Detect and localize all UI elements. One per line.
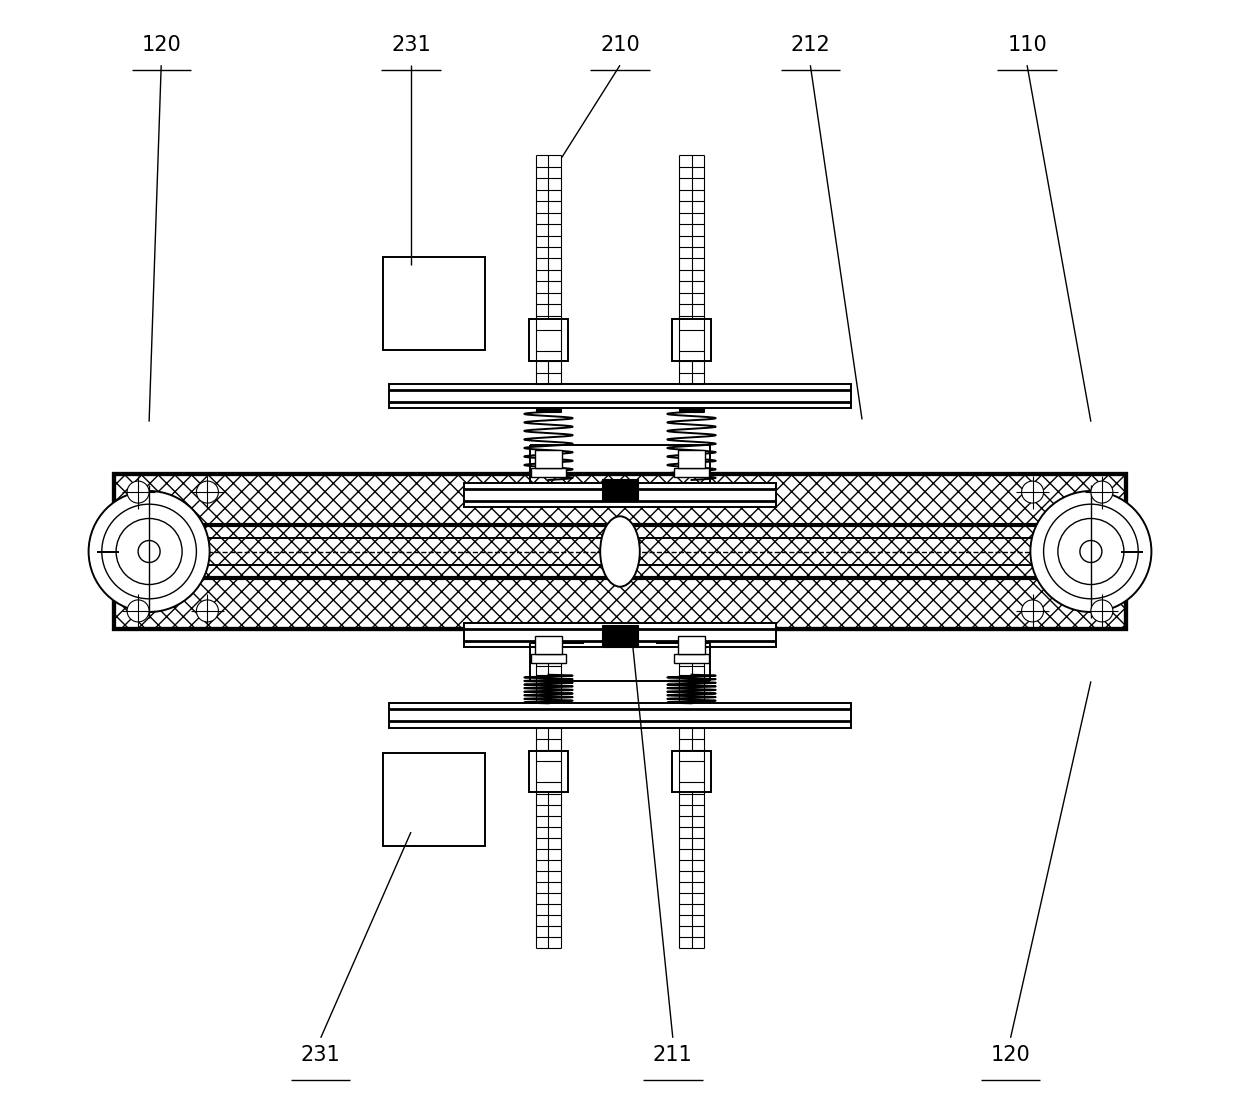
Bar [528, 320, 568, 361]
Bar [672, 751, 712, 792]
Circle shape [1022, 600, 1044, 622]
Bar [383, 257, 485, 350]
Bar [114, 474, 1126, 629]
Bar [114, 474, 1126, 629]
Bar [464, 623, 776, 647]
Text: 110: 110 [1007, 35, 1047, 55]
Bar [531, 468, 567, 476]
Text: 231: 231 [301, 1046, 341, 1065]
Text: 212: 212 [790, 35, 831, 55]
Bar [389, 704, 851, 728]
Circle shape [196, 481, 218, 503]
Bar [464, 483, 776, 507]
Bar [536, 450, 562, 468]
Text: 210: 210 [600, 35, 640, 55]
Text: 211: 211 [653, 1046, 693, 1065]
Circle shape [88, 491, 210, 612]
Text: 120: 120 [141, 35, 181, 55]
Circle shape [1044, 504, 1138, 599]
Circle shape [102, 504, 196, 599]
Bar [678, 636, 704, 654]
Bar [528, 751, 568, 792]
Text: 231: 231 [391, 35, 430, 55]
Circle shape [128, 481, 149, 503]
Circle shape [1080, 540, 1102, 563]
Circle shape [138, 540, 160, 563]
Bar [603, 625, 637, 647]
Bar [603, 479, 637, 501]
Ellipse shape [600, 516, 640, 587]
Circle shape [128, 600, 149, 622]
Bar [389, 384, 851, 408]
Bar [678, 450, 704, 468]
Circle shape [1030, 491, 1152, 612]
Bar [673, 654, 709, 663]
Circle shape [196, 600, 218, 622]
Circle shape [1058, 518, 1123, 585]
Circle shape [117, 518, 182, 585]
Circle shape [1091, 600, 1112, 622]
Bar [672, 320, 712, 361]
Text: 120: 120 [991, 1046, 1030, 1065]
Circle shape [1091, 481, 1112, 503]
Bar [673, 468, 709, 476]
Bar [531, 654, 567, 663]
Circle shape [1022, 481, 1044, 503]
Bar [536, 636, 562, 654]
Bar [383, 753, 485, 846]
